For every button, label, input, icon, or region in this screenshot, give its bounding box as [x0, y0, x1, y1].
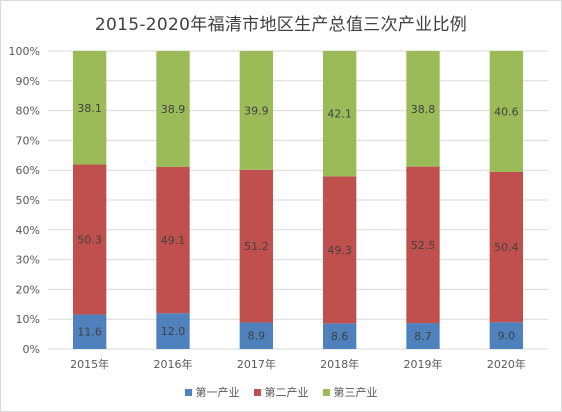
- chart-legend: 第一产业 第二产业 第三产业: [0, 384, 562, 400]
- data-label: 42.1: [327, 108, 352, 121]
- legend-label: 第一产业: [195, 386, 240, 399]
- data-label: 49.3: [327, 244, 352, 257]
- x-tick-label: 2015年: [70, 357, 109, 371]
- bar-segment: [489, 51, 523, 172]
- legend-label: 第二产业: [264, 386, 309, 399]
- data-label: 38.9: [161, 103, 186, 116]
- bar-segment: [239, 51, 273, 170]
- y-tick-label: 60%: [16, 164, 40, 177]
- bar-segment: [73, 51, 107, 165]
- data-label: 8.9: [248, 330, 266, 343]
- bar-segment: [406, 323, 440, 349]
- bar-segment: [73, 314, 107, 349]
- x-tick-label: 2017年: [237, 357, 276, 371]
- y-tick-label: 0%: [23, 343, 40, 356]
- bar-segment: [323, 323, 357, 349]
- data-label: 39.9: [244, 104, 269, 117]
- bar-segment: [406, 166, 440, 324]
- bar-segment: [73, 164, 107, 315]
- bar-segment: [156, 51, 190, 167]
- data-label: 8.6: [331, 330, 349, 343]
- bar-segment: [489, 322, 523, 349]
- x-tick-label: 2020年: [487, 357, 526, 371]
- data-label: 49.1: [161, 234, 186, 247]
- x-tick-label: 2018年: [320, 357, 359, 371]
- x-tick-label: 2016年: [154, 357, 193, 371]
- bar-segment: [489, 171, 523, 323]
- y-tick-label: 50%: [16, 194, 40, 207]
- y-tick-label: 10%: [16, 313, 40, 326]
- data-label: 51.2: [244, 240, 269, 253]
- y-tick-label: 20%: [16, 283, 40, 296]
- bar-segment: [239, 322, 273, 349]
- data-label: 9.0: [498, 330, 516, 343]
- legend-item: 第三产业: [322, 384, 378, 400]
- bar-segment: [239, 169, 273, 323]
- y-tick-label: 90%: [16, 75, 40, 88]
- data-label: 50.4: [494, 241, 519, 254]
- y-tick-label: 80%: [16, 105, 40, 118]
- data-label: 8.7: [414, 330, 432, 343]
- bar-segment: [156, 166, 190, 314]
- bar-segment: [156, 313, 190, 349]
- data-label: 11.6: [77, 326, 102, 339]
- legend-swatch: [253, 388, 261, 396]
- data-label: 40.6: [494, 105, 519, 118]
- legend-swatch: [184, 388, 192, 396]
- data-label: 38.1: [77, 102, 102, 115]
- legend-swatch: [322, 388, 330, 396]
- y-tick-label: 70%: [16, 134, 40, 147]
- y-tick-label: 30%: [16, 254, 40, 267]
- data-label: 38.8: [411, 103, 436, 116]
- x-tick-label: 2019年: [404, 357, 443, 371]
- legend-label: 第三产业: [333, 386, 378, 399]
- legend-item: 第一产业: [184, 384, 240, 400]
- data-label: 50.3: [77, 233, 102, 246]
- bar-segment: [406, 51, 440, 167]
- data-label: 52.5: [411, 239, 436, 252]
- y-tick-label: 40%: [16, 224, 40, 237]
- chart-title: 2015-2020年福清市地区生产总值三次产业比例: [94, 15, 468, 35]
- bar-segment: [323, 51, 357, 177]
- data-label: 12.0: [161, 325, 186, 338]
- legend-item: 第二产业: [253, 384, 309, 400]
- y-tick-label: 100%: [9, 45, 40, 58]
- bar-segment: [323, 176, 357, 324]
